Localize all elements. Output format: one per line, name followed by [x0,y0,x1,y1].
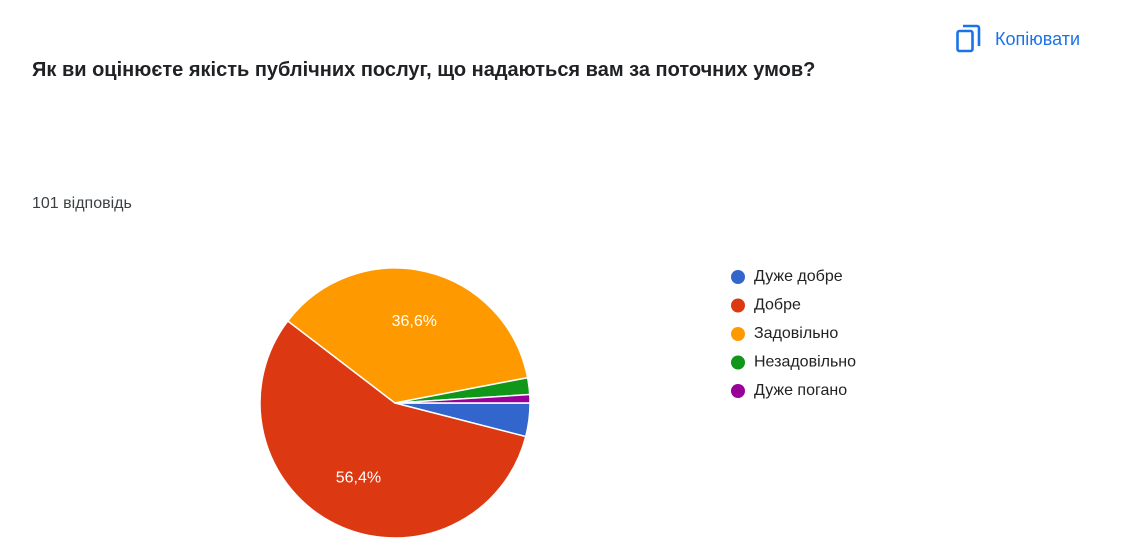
slice-label: 36,6% [392,313,437,330]
copy-label: Копіювати [995,28,1081,49]
legend-marker [731,298,745,313]
legend-marker [731,327,745,341]
legend-marker [731,384,745,398]
legend-marker [731,270,745,284]
legend-label: Незадовільно [754,354,856,371]
legend-label: Дуже добре [754,268,843,285]
copy-button[interactable]: Копіювати [955,24,1080,54]
copy-icon [956,24,981,53]
pie-slice [286,267,529,404]
legend-label: Добре [754,297,801,314]
slice-label: 56,4% [336,469,381,486]
pie-slice [259,319,527,539]
legend-marker [731,355,745,370]
response-count: 101 відповідь [32,195,132,212]
legend-label: Дуже погано [754,382,847,399]
question-title: Як ви оцінюєте якість публічних послуг, … [32,59,816,81]
legend-label: Задовільно [754,325,838,342]
pie-slice [394,393,531,404]
